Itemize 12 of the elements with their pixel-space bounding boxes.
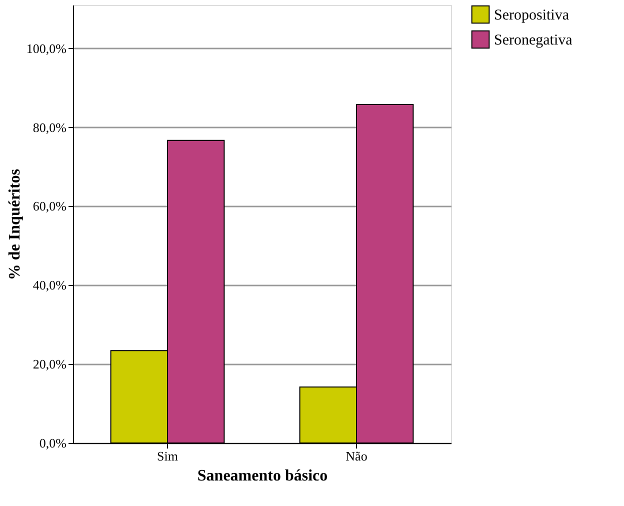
y-tick-label: 20,0%: [32, 356, 67, 372]
y-axis-title: % de Inquéritos: [6, 168, 24, 280]
y-tick-label: 80,0%: [32, 120, 67, 135]
x-tick-label: Não: [346, 448, 368, 464]
legend-label: Seronegativa: [494, 32, 573, 48]
x-tick-label: Sim: [157, 448, 178, 464]
y-tick-label: 0,0%: [39, 436, 67, 450]
y-tick-label: 60,0%: [32, 198, 67, 214]
legend-label: Seropositiva: [494, 8, 570, 24]
x-axis-title: Saneamento básico: [197, 468, 328, 484]
y-tick-label: 100,0%: [26, 40, 67, 56]
y-tick-label: 40,0%: [32, 278, 67, 293]
